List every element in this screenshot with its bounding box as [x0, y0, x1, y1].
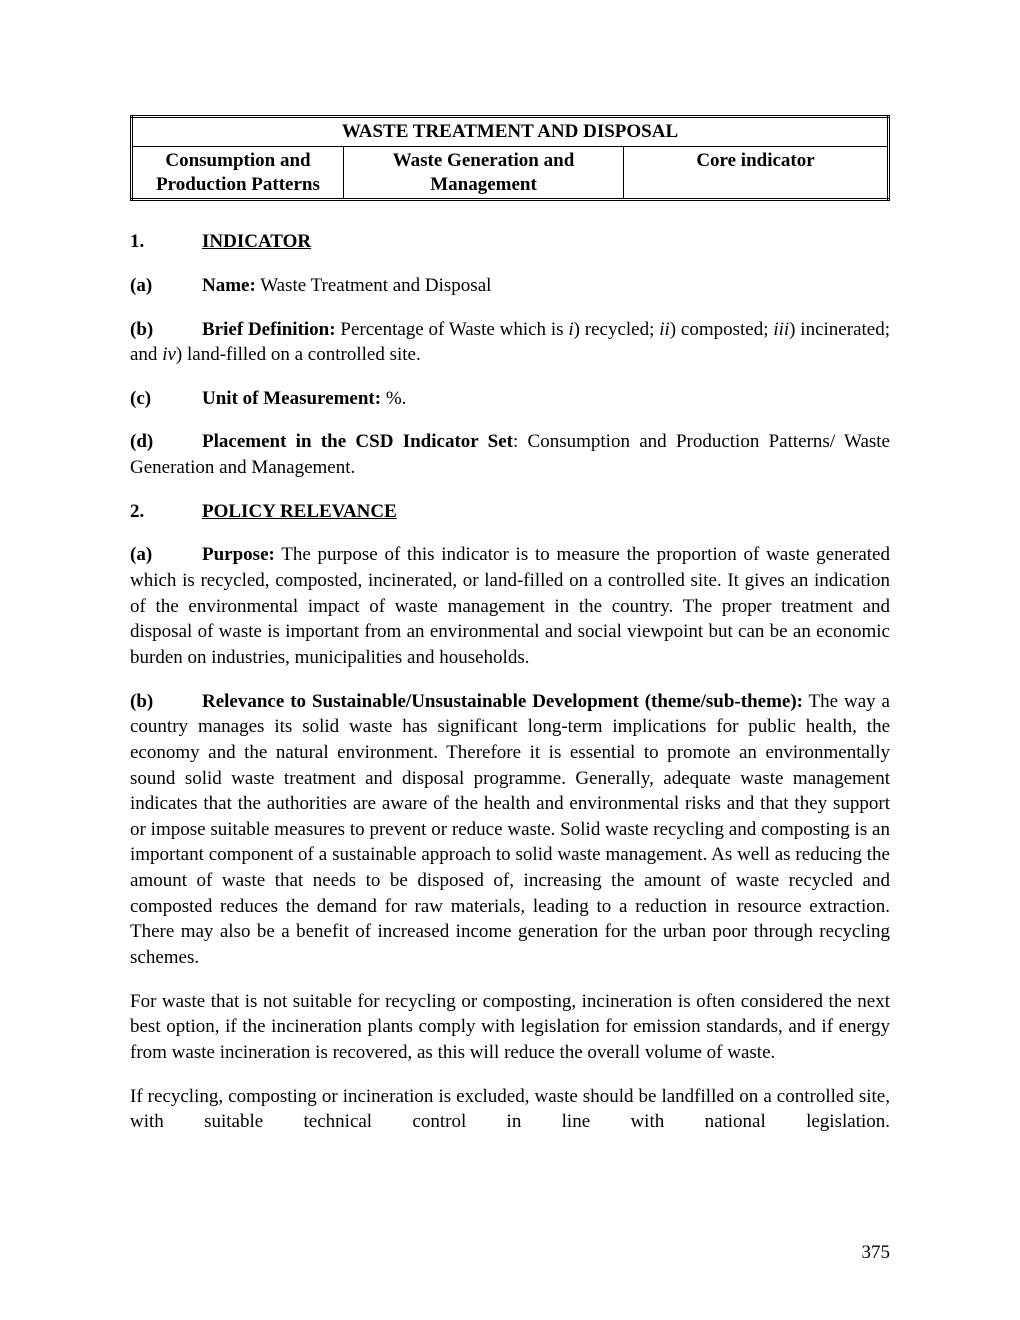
s2-p3: For waste that is not suitable for recyc… [130, 989, 890, 1066]
s1-c-text: %. [381, 388, 406, 409]
s1-b: (b)Brief Definition: Percentage of Waste… [130, 317, 890, 368]
s2-p3-text: For waste that is not suitable for recyc… [130, 991, 890, 1063]
s1-b-t5: ) land-filled on a controlled site. [176, 344, 421, 365]
s2-b-lead: Relevance to Sustainable/Unsustainable D… [202, 691, 803, 712]
s1-a: (a)Name: Waste Treatment and Disposal [130, 273, 890, 299]
s2-a: (a)Purpose: The purpose of this indicato… [130, 542, 890, 670]
page-number: 375 [862, 1242, 891, 1264]
s1-c-lead: Unit of Measurement: [202, 388, 381, 409]
s1-b-lead: Brief Definition: [202, 319, 336, 340]
col1-line1: Consumption and [165, 150, 310, 171]
s1-c-label: (c) [130, 386, 202, 412]
section-2-num: 2. [130, 499, 202, 525]
s1-b-t1: Percentage of Waste which is [336, 319, 569, 340]
s2-b: (b)Relevance to Sustainable/Unsustainabl… [130, 689, 890, 971]
section-1-num: 1. [130, 229, 202, 255]
col1-line2: Production Patterns [156, 174, 320, 195]
s1-a-lead: Name: [202, 275, 256, 296]
s2-a-lead: Purpose: [202, 544, 275, 565]
s1-b-t3: ) composted; [670, 319, 774, 340]
table-col3: Core indicator [624, 146, 889, 200]
table-col2: Waste Generation and Management [343, 146, 623, 200]
table-title-cell: WASTE TREATMENT AND DISPOSAL [132, 117, 889, 147]
s2-a-label: (a) [130, 542, 202, 568]
section-1-heading: 1. INDICATOR [130, 229, 890, 255]
s1-b-iv: iv [162, 344, 176, 365]
s2-p4-text: If recycling, composting or incineration… [130, 1086, 890, 1133]
col2-line2: Management [430, 174, 537, 195]
s1-d: (d)Placement in the CSD Indicator Set: C… [130, 429, 890, 480]
s1-b-iii: iii [773, 319, 789, 340]
s1-a-label: (a) [130, 273, 202, 299]
s1-c: (c)Unit of Measurement: %. [130, 386, 890, 412]
section-2-title: POLICY RELEVANCE [202, 499, 397, 525]
table-title: WASTE TREATMENT AND DISPOSAL [342, 121, 678, 142]
s1-b-label: (b) [130, 317, 202, 343]
s1-b-t2: ) recycled; [574, 319, 660, 340]
s2-p4: If recycling, composting or incineration… [130, 1084, 890, 1135]
s1-a-text: Waste Treatment and Disposal [256, 275, 492, 296]
col2-line1: Waste Generation and [393, 150, 575, 171]
s1-b-ii: ii [659, 319, 670, 340]
s1-d-lead: Placement in the CSD Indicator Set [202, 431, 513, 452]
page: WASTE TREATMENT AND DISPOSAL Consumption… [0, 0, 1020, 1320]
header-table: WASTE TREATMENT AND DISPOSAL Consumption… [130, 115, 890, 201]
table-col1: Consumption and Production Patterns [132, 146, 344, 200]
s2-b-label: (b) [130, 689, 202, 715]
section-2-heading: 2. POLICY RELEVANCE [130, 499, 890, 525]
s1-d-label: (d) [130, 429, 202, 455]
s2-b-text: The way a country manages its solid wast… [130, 691, 890, 968]
col3-text: Core indicator [696, 150, 814, 171]
section-1-title: INDICATOR [202, 229, 311, 255]
